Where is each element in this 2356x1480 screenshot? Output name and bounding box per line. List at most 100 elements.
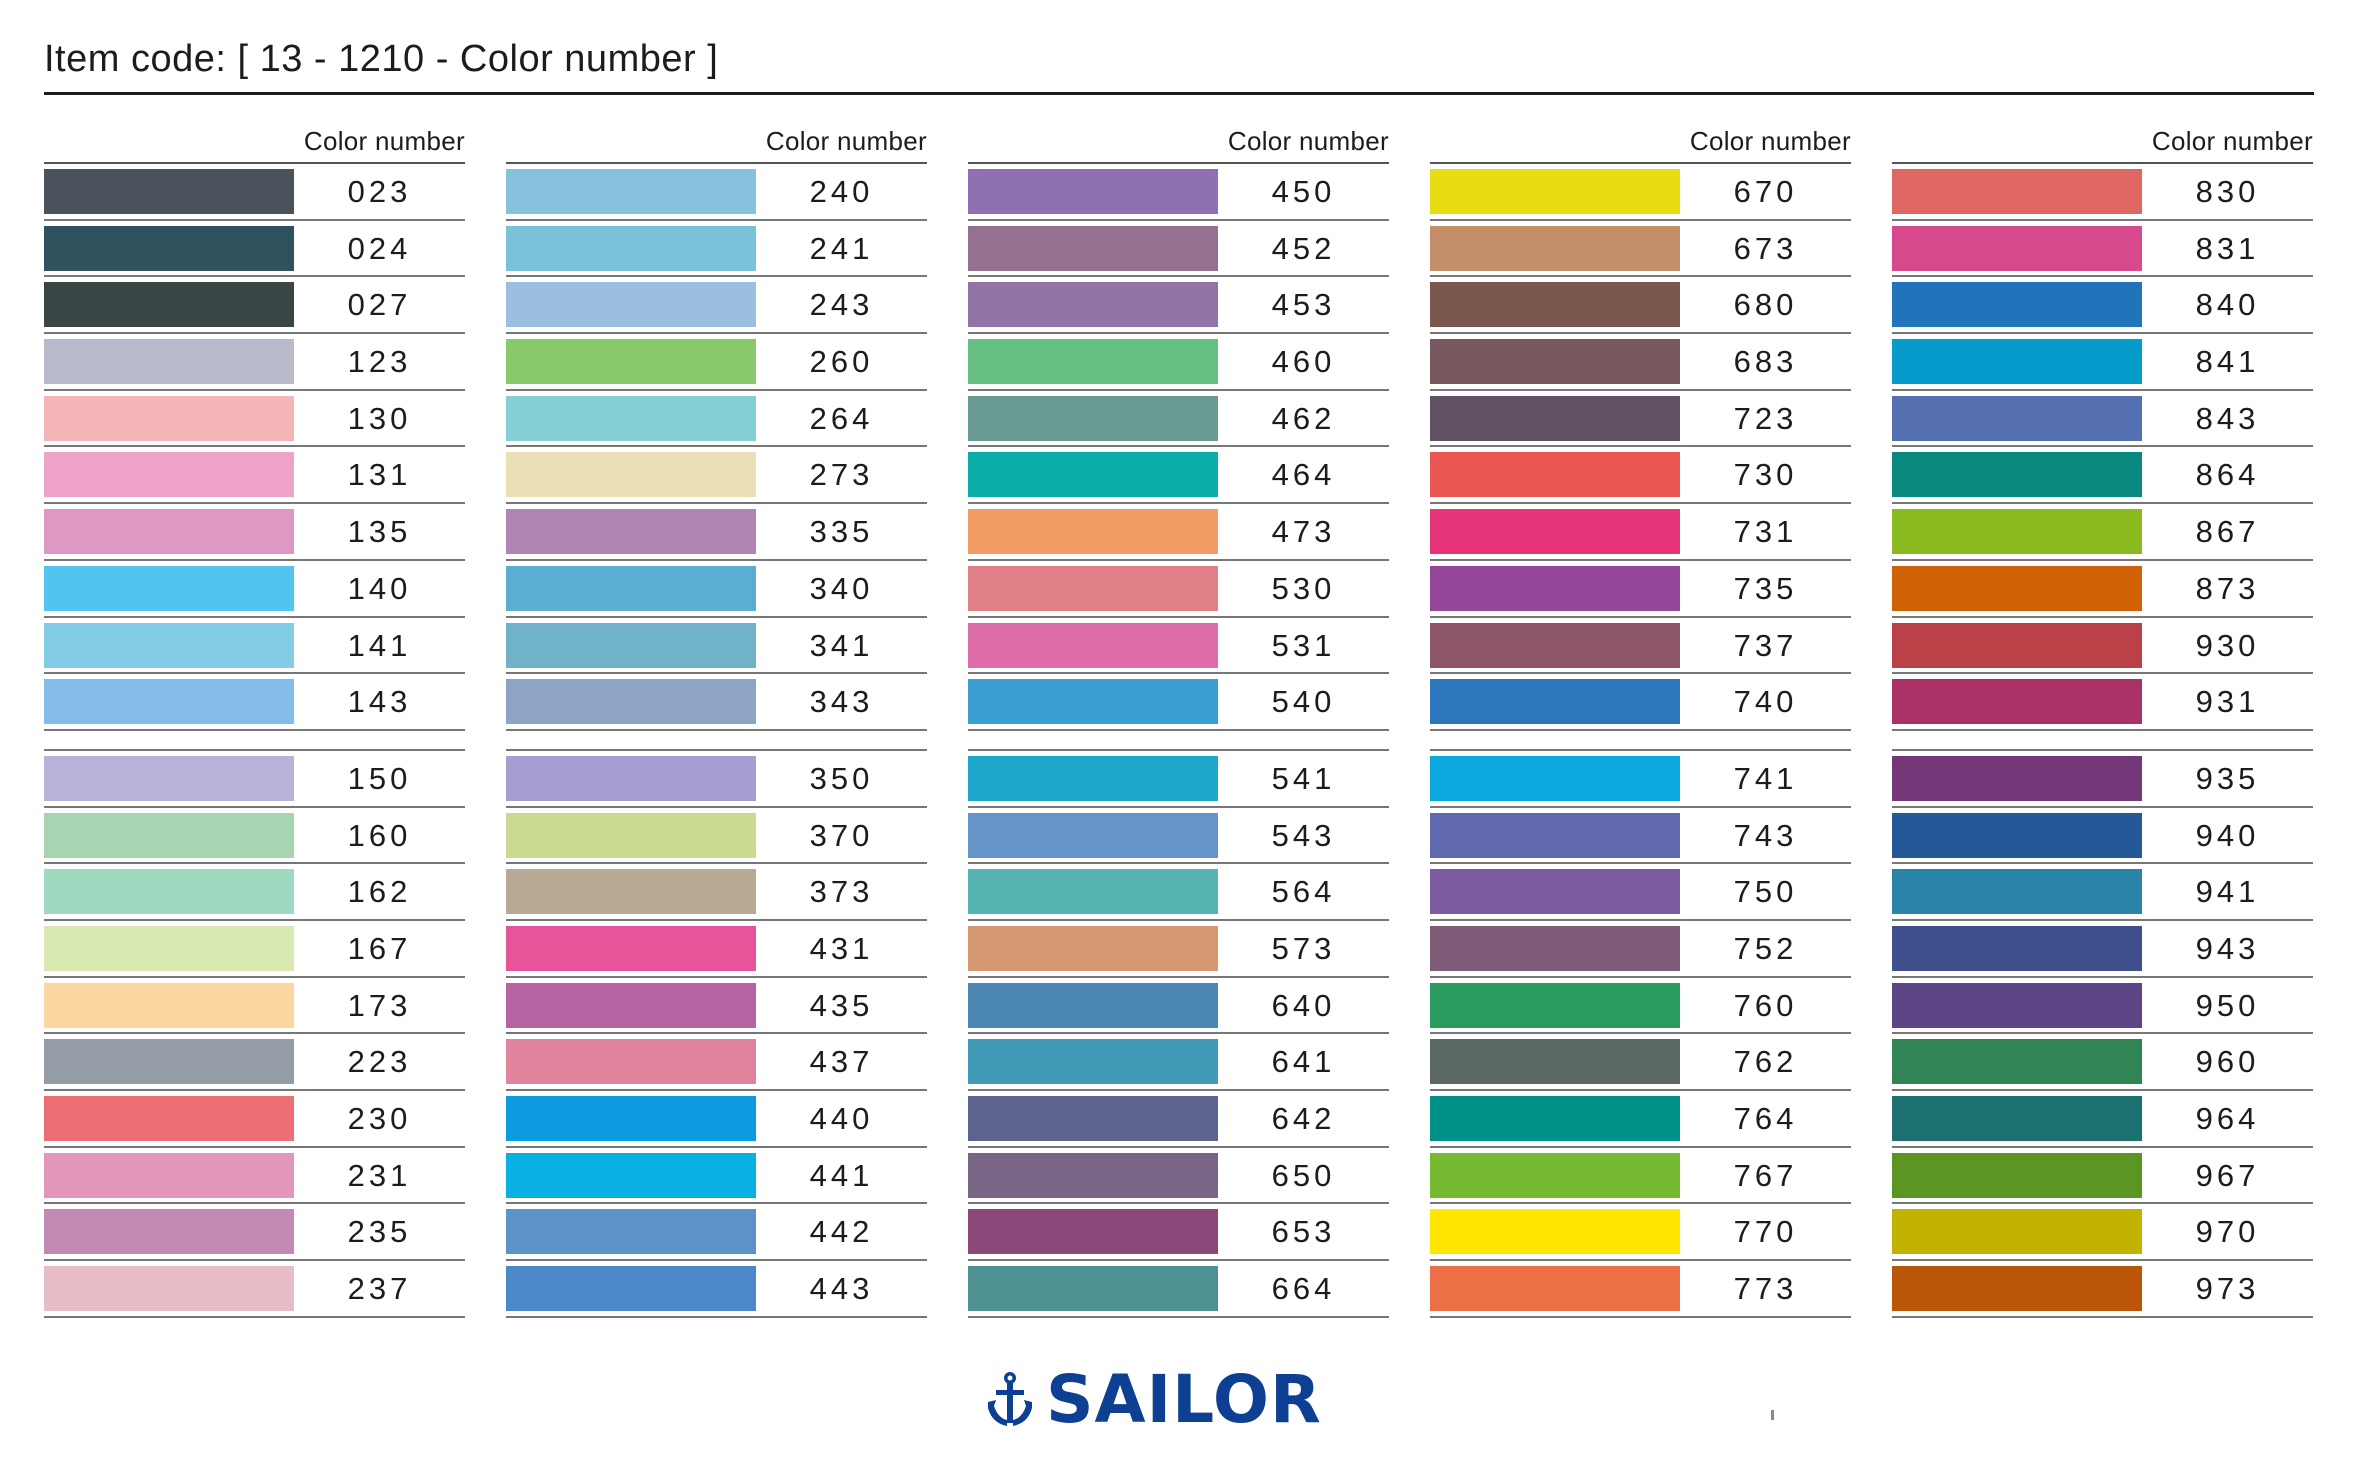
color-row: 752 [1430,921,1851,978]
color-number: 741 [1733,760,1798,796]
color-row: 370 [506,808,927,865]
color-swatch [1892,509,2142,555]
color-number: 683 [1733,344,1798,380]
color-number: 540 [1271,684,1336,720]
color-number: 150 [347,760,412,796]
color-row: 683 [1430,334,1851,391]
color-swatch [506,225,756,271]
color-row: 143 [44,674,465,731]
color-row: 373 [506,864,927,921]
color-number: 243 [809,287,874,323]
color-row: 773 [1430,1261,1851,1318]
color-swatch [506,1096,756,1141]
color-row: 223 [44,1034,465,1091]
color-row: 731 [1430,504,1851,561]
group-divider [44,731,465,751]
color-row: 160 [44,808,465,865]
color-number: 873 [2195,570,2260,606]
color-swatch [506,395,756,441]
color-number: 840 [2195,287,2260,323]
color-swatch [1892,565,2142,611]
color-row: 967 [1892,1148,2313,1205]
color-swatch [1430,812,1680,858]
color-row: 641 [968,1034,1389,1091]
color-number: 943 [2195,930,2260,966]
color-number: 964 [2195,1101,2260,1136]
color-chart: Color number 023 024 027 123 130 131 135 140 141 1… [44,95,2314,1335]
color-swatch [506,755,756,801]
color-row: 940 [1892,808,2313,865]
color-row: 864 [1892,447,2313,505]
color-swatch [1430,1209,1680,1255]
color-number: 940 [2195,817,2260,853]
color-number: 023 [347,174,412,209]
color-number: 230 [347,1101,412,1136]
color-swatch [968,395,1218,441]
color-row: 140 [44,561,465,618]
color-number: 450 [1271,174,1336,209]
color-swatch [1892,452,2142,498]
color-number: 264 [809,400,874,436]
color-swatch [1892,1209,2142,1255]
color-swatch [1430,509,1680,555]
color-row: 540 [968,674,1389,731]
color-row: 260 [506,334,927,391]
color-row: 350 [506,751,927,808]
color-number: 831 [2195,230,2260,266]
color-row: 452 [968,221,1389,278]
color-number: 141 [347,627,412,663]
color-number: 460 [1271,344,1336,380]
color-swatch [44,1152,294,1198]
color-swatch [968,679,1218,725]
color-row: 162 [44,864,465,921]
color-row: 023 [44,164,465,221]
color-swatch [506,565,756,611]
color-row: 764 [1430,1091,1851,1148]
color-number: 770 [1733,1214,1798,1250]
color-swatch [1430,282,1680,328]
color-number: 373 [809,874,874,910]
color-swatch [44,812,294,858]
color-row: 264 [506,391,927,448]
color-row: 730 [1430,447,1851,505]
color-number: 941 [2195,874,2260,910]
color-swatch [1430,622,1680,668]
color-swatch [506,1039,756,1085]
color-row: 760 [1430,978,1851,1035]
color-swatch [1892,1152,2142,1198]
color-swatch [1892,169,2142,214]
color-swatch [506,679,756,725]
color-swatch [968,1152,1218,1198]
color-swatch [506,869,756,915]
color-column: Color number 830 831 840 841 843 864 867 873 930 9… [1892,95,2313,1318]
color-swatch [1892,1039,2142,1085]
color-number: 735 [1733,570,1798,606]
color-number: 437 [809,1044,874,1080]
color-swatch [44,1266,294,1312]
color-row: 173 [44,978,465,1035]
color-swatch [1430,395,1680,441]
color-row: 343 [506,674,927,731]
color-row: 450 [968,164,1389,221]
color-row: 673 [1430,221,1851,278]
color-row: 640 [968,978,1389,1035]
color-row: 230 [44,1091,465,1148]
color-row: 973 [1892,1261,2313,1318]
color-number: 752 [1733,930,1798,966]
color-swatch [968,1096,1218,1141]
color-swatch [968,452,1218,498]
color-swatch [968,565,1218,611]
color-row: 564 [968,864,1389,921]
color-row: 435 [506,978,927,1035]
color-number: 673 [1733,230,1798,266]
color-swatch [506,169,756,214]
color-swatch [968,755,1218,801]
color-number: 564 [1271,874,1336,910]
color-swatch [1430,869,1680,915]
color-row: 440 [506,1091,927,1148]
color-number: 773 [1733,1271,1798,1307]
color-number: 462 [1271,400,1336,436]
color-number: 830 [2195,174,2260,209]
group-divider [506,731,927,751]
color-number: 235 [347,1214,412,1250]
